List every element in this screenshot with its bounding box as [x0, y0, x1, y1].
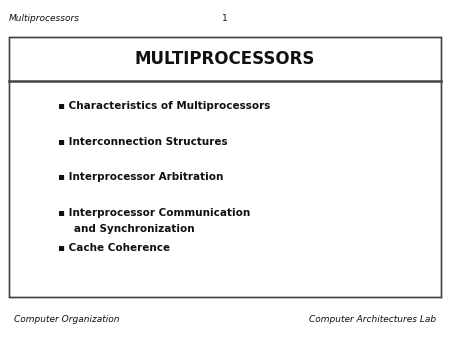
Text: and Synchronization: and Synchronization — [63, 224, 194, 234]
Text: ▪ Interprocessor Arbitration: ▪ Interprocessor Arbitration — [58, 172, 224, 183]
Text: Computer Organization: Computer Organization — [14, 315, 119, 324]
Text: ▪ Interconnection Structures: ▪ Interconnection Structures — [58, 137, 228, 147]
Text: Computer Architectures Lab: Computer Architectures Lab — [310, 315, 436, 324]
Text: 1: 1 — [222, 14, 228, 23]
Text: ▪ Interprocessor Communication: ▪ Interprocessor Communication — [58, 208, 251, 218]
Text: Multiprocessors: Multiprocessors — [9, 14, 80, 23]
Text: ▪ Characteristics of Multiprocessors: ▪ Characteristics of Multiprocessors — [58, 101, 271, 112]
Text: MULTIPROCESSORS: MULTIPROCESSORS — [135, 50, 315, 68]
Text: ▪ Cache Coherence: ▪ Cache Coherence — [58, 243, 171, 254]
